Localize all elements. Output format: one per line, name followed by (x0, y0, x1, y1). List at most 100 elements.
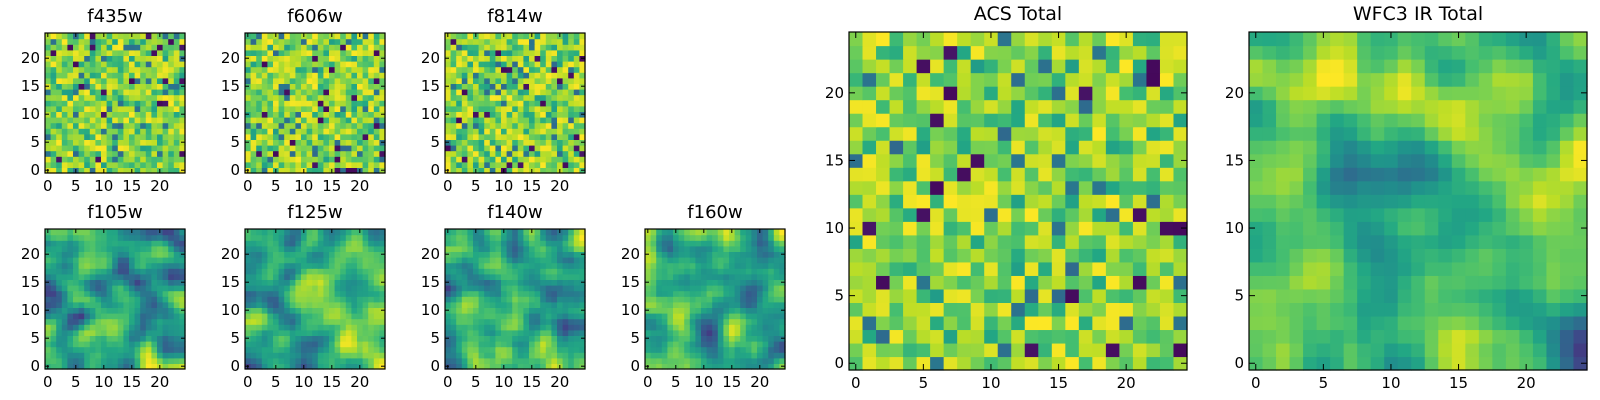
heatmap-cell (323, 357, 330, 364)
heatmap-cell (656, 346, 663, 353)
heatmap-cell (373, 145, 380, 152)
heatmap-cell (278, 279, 285, 286)
heatmap-cell (495, 346, 502, 353)
heatmap-cell (317, 363, 324, 370)
heatmap-cell (301, 38, 308, 45)
x-tick-label: 10 (494, 177, 513, 195)
heatmap-cell (78, 279, 85, 286)
heatmap-cell (145, 122, 152, 129)
heatmap-cell (467, 150, 474, 157)
heatmap-cell (1065, 329, 1080, 344)
heatmap-cell (278, 139, 285, 146)
heatmap-cell (1011, 356, 1026, 371)
heatmap-cell (173, 49, 180, 56)
heatmap-cell (345, 352, 352, 359)
heatmap-cell (562, 229, 569, 236)
y-tick-label: 10 (421, 301, 440, 319)
heatmap-cell (445, 94, 452, 101)
heatmap-cell (661, 301, 668, 308)
heatmap-cell (56, 296, 63, 303)
heatmap-cell (1119, 261, 1134, 276)
heatmap-cell (84, 324, 91, 331)
heatmap-cell (340, 55, 347, 62)
heatmap-cell (768, 268, 775, 275)
heatmap-cell (312, 257, 319, 264)
heatmap-cell (134, 324, 141, 331)
heatmap-cell (78, 251, 85, 258)
heatmap-cell (151, 117, 158, 124)
heatmap-cell (689, 329, 696, 336)
heatmap-cell (278, 318, 285, 325)
heatmap-cell (579, 133, 586, 140)
heatmap-cell (289, 307, 296, 314)
heatmap-cell (162, 66, 169, 73)
y-tick-label: 5 (630, 329, 640, 347)
heatmap-cell (345, 257, 352, 264)
heatmap-cell (545, 100, 552, 107)
heatmap-cell (734, 245, 741, 252)
heatmap-cell (306, 133, 313, 140)
heatmap-cell (729, 273, 736, 280)
heatmap-cell (157, 335, 164, 342)
heatmap-cell (1159, 194, 1175, 209)
heatmap-cell (1146, 356, 1161, 371)
heatmap-cell (162, 229, 169, 236)
heatmap-cell (1119, 315, 1134, 331)
heatmap-cell (357, 145, 364, 152)
heatmap-cell (267, 145, 274, 152)
heatmap-cell (562, 307, 569, 314)
heatmap-cell (67, 49, 74, 56)
heatmap-cell (301, 156, 308, 163)
heatmap-cell (473, 324, 480, 331)
heatmap-cell (540, 279, 547, 286)
heatmap-cell (568, 245, 575, 252)
heatmap-cell (140, 301, 147, 308)
heatmap-cell (489, 150, 496, 157)
heatmap-cell (545, 262, 552, 269)
heatmap-cell (140, 33, 147, 40)
heatmap-cell (445, 61, 452, 68)
heatmap-cell (168, 229, 175, 236)
heatmap-cell (523, 307, 530, 314)
heatmap-cell (757, 357, 764, 364)
heatmap-cell (329, 139, 336, 146)
heatmap-cell (84, 44, 91, 51)
heatmap-cell (245, 38, 252, 45)
heatmap-cell (540, 245, 547, 252)
heatmap-cell (73, 329, 80, 336)
heatmap-cell (273, 290, 280, 297)
heatmap-cell (67, 66, 74, 73)
heatmap-cell (140, 229, 147, 236)
heatmap-cell (151, 329, 158, 336)
heatmap-cell (484, 100, 491, 107)
heatmap-cell (67, 61, 74, 68)
heatmap-cell (545, 61, 552, 68)
heatmap-cell (1051, 288, 1066, 303)
panel-title: f125w (287, 202, 343, 223)
heatmap-cell (495, 161, 502, 168)
heatmap-cell (501, 262, 508, 269)
heatmap-cell (340, 313, 347, 320)
heatmap-cell (717, 290, 724, 297)
heatmap-cell (157, 89, 164, 96)
heatmap-cell (78, 329, 85, 336)
heatmap-cell (45, 313, 52, 320)
heatmap-cell (1078, 329, 1093, 344)
heatmap-cell (168, 66, 175, 73)
heatmap-cell (484, 301, 491, 308)
heatmap-cell (501, 352, 508, 359)
heatmap-cell (495, 72, 502, 79)
heatmap-cell (340, 257, 347, 264)
heatmap-cell (312, 352, 319, 359)
heatmap-cell (134, 72, 141, 79)
heatmap-cell (278, 89, 285, 96)
heatmap-cell (340, 234, 347, 241)
heatmap-cell (450, 357, 457, 364)
heatmap-cell (289, 89, 296, 96)
heatmap-cell (101, 273, 108, 280)
heatmap-cell (301, 262, 308, 269)
heatmap-cell (534, 94, 541, 101)
heatmap-cell (779, 234, 786, 241)
heatmap-cell (140, 279, 147, 286)
heatmap-cell (695, 296, 702, 303)
